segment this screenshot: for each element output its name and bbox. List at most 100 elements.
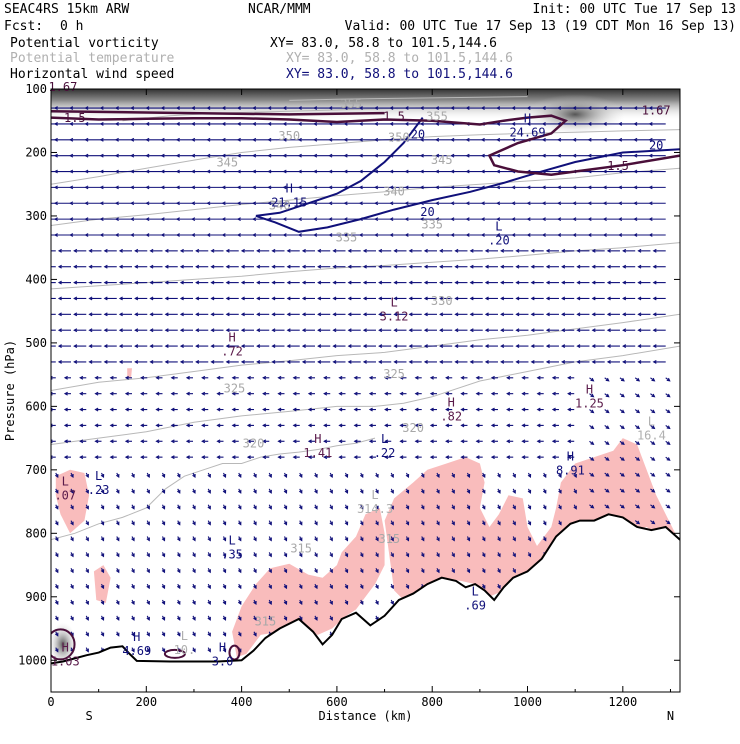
wind-vector-head xyxy=(506,375,511,380)
wind-vector-head xyxy=(271,248,276,253)
wind-vector-head xyxy=(652,296,657,301)
wind-vector-head xyxy=(404,185,409,190)
wind-vector-head xyxy=(268,569,272,574)
theta-label: 315 xyxy=(255,614,277,628)
wind-vector-head xyxy=(118,248,123,253)
wind-vector-head xyxy=(526,185,531,190)
extremum-value: .72 xyxy=(221,345,243,359)
wind-vector-head xyxy=(496,106,501,110)
wind-vector-head xyxy=(620,488,625,493)
wind-vector-head xyxy=(84,153,89,158)
wind-vector-head xyxy=(253,632,257,637)
wind-vector-head xyxy=(620,504,625,509)
extremum-value: 1.25 xyxy=(575,397,604,411)
wind-vector-head xyxy=(328,153,333,158)
pv-label: 1.67 xyxy=(48,80,77,94)
wind-vector-head xyxy=(118,264,123,269)
wind-vector-head xyxy=(587,121,592,126)
wind-vector-head xyxy=(368,439,373,444)
wind-vector-head xyxy=(344,569,349,574)
wind-vector-head xyxy=(237,569,242,574)
wind-vector-head xyxy=(497,537,501,542)
wind-vector-head xyxy=(175,233,180,237)
theta-label: 320 xyxy=(243,437,265,451)
wind-vector-head xyxy=(332,264,337,269)
wind-vector-head xyxy=(176,616,181,621)
wind-vector-head xyxy=(256,312,261,317)
wind-vector-head xyxy=(590,457,595,461)
wind-vector-head xyxy=(469,264,474,269)
wind-vector-head xyxy=(602,169,607,174)
wind-vector-head xyxy=(323,375,328,380)
theta-contour-335 xyxy=(51,167,680,226)
theta-contour-355 xyxy=(289,96,528,101)
wind-vector-head xyxy=(454,248,459,253)
wind-vector-head xyxy=(298,505,303,510)
wind-vector-head xyxy=(328,185,333,190)
wind-vector-head xyxy=(185,455,190,460)
wind-vector-head xyxy=(399,423,404,428)
wind-vector-head xyxy=(590,441,595,445)
wind-vector-head xyxy=(561,296,566,301)
wind-vector-head xyxy=(408,360,413,364)
wind-vector-head xyxy=(605,393,610,398)
wind-vector-head xyxy=(115,569,120,574)
wind-vector-head xyxy=(231,375,236,380)
wind-vector-head xyxy=(451,473,455,479)
wind-vector-head xyxy=(191,201,196,206)
wind-vector-head xyxy=(179,296,184,301)
valid-time: Valid: 00 UTC Tue 17 Sep 13 (19 CDT Mon … xyxy=(345,19,736,34)
wind-vector-head xyxy=(115,521,120,526)
wind-vector-head xyxy=(423,312,428,317)
pv-contour-1.5 xyxy=(51,114,680,176)
wind-vector-head xyxy=(94,375,99,380)
field-name-1: Potential temperature xyxy=(10,51,175,66)
wind-vector-head xyxy=(328,233,333,237)
wind-vector-head xyxy=(636,393,641,398)
wind-vector-head xyxy=(314,600,318,605)
wind-vector-head xyxy=(466,537,471,542)
wind-vector-head xyxy=(500,264,505,269)
wind-vector-head xyxy=(551,455,556,460)
wind-vector-head xyxy=(134,360,139,364)
wind-vector-head xyxy=(51,455,53,460)
wind-vector-head xyxy=(277,375,282,380)
wind-vector-head xyxy=(496,121,501,126)
wind-vector-head xyxy=(179,312,184,317)
wind-vector-head xyxy=(558,521,562,526)
wind-vector-head xyxy=(84,137,89,142)
wind-vector-head xyxy=(344,473,349,479)
wind-vector-head xyxy=(466,505,471,510)
wind-vector-head xyxy=(130,201,135,206)
shaded-region xyxy=(93,565,111,604)
wind-vector-head xyxy=(636,473,641,477)
wind-vector-head xyxy=(527,521,532,526)
wind-vector-head xyxy=(343,137,348,142)
wind-vector-head xyxy=(454,312,459,317)
wind-vector-head xyxy=(44,249,47,252)
extremum-low: L.23 xyxy=(88,469,110,497)
wind-vector-head xyxy=(347,312,352,317)
theta-label: 315 xyxy=(290,541,312,555)
wind-vector-head xyxy=(332,280,337,285)
wind-vector-head xyxy=(57,280,62,285)
wind-speed-label: 20 xyxy=(420,205,434,219)
wind-vector-head xyxy=(160,121,165,126)
wind-vector-head xyxy=(160,201,165,206)
wind-vector-head xyxy=(637,344,642,348)
wind-vector-head xyxy=(207,537,211,542)
wind-vector-head xyxy=(420,569,425,574)
wind-vector-head xyxy=(161,521,166,526)
wind-vector-head xyxy=(314,521,318,526)
wind-vector-head xyxy=(268,489,272,494)
wind-vector-head xyxy=(572,201,577,206)
wind-vector-head xyxy=(541,106,546,110)
wind-vector-head xyxy=(590,504,595,509)
wind-vector-head xyxy=(221,121,226,126)
wind-vector-head xyxy=(618,233,623,237)
wind-vector-head xyxy=(84,121,89,126)
wind-vector-head xyxy=(286,280,291,285)
wind-vector-head xyxy=(109,407,114,412)
wind-vector-head xyxy=(109,391,114,396)
wind-vector-head xyxy=(445,439,450,444)
